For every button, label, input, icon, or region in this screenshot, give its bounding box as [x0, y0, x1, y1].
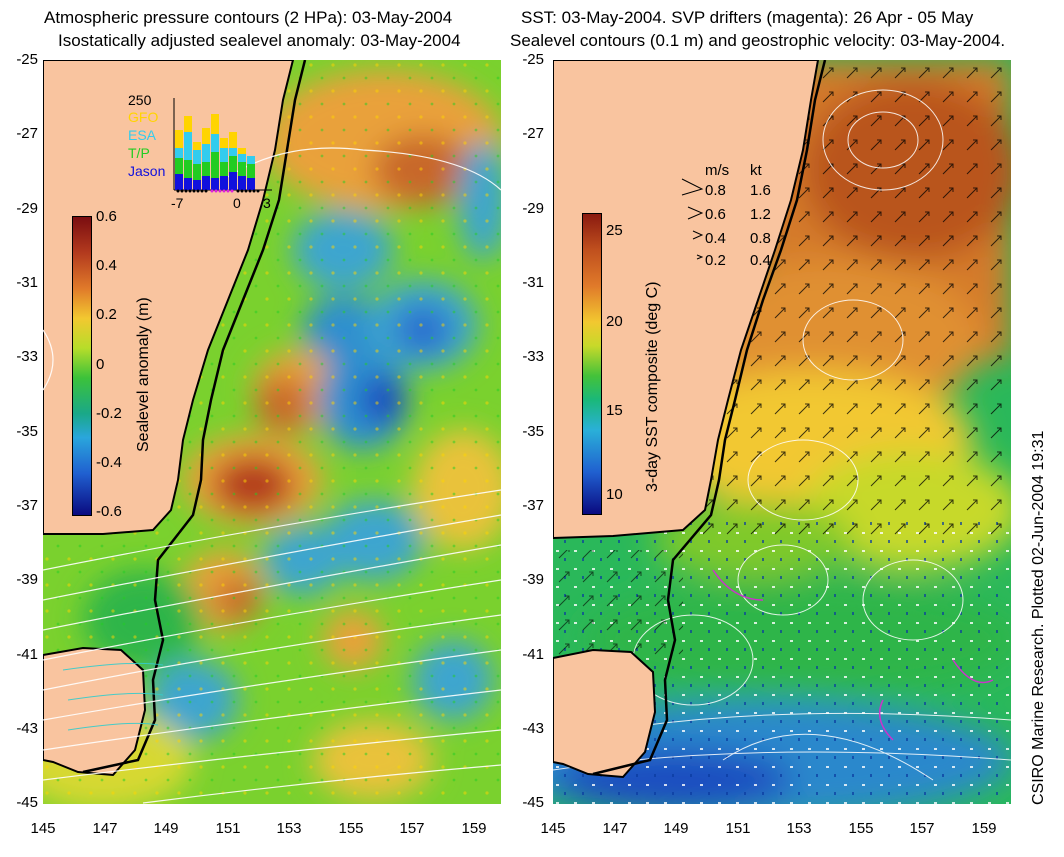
y-axis-label: -29 — [16, 200, 38, 217]
x-axis-label: 147 — [602, 820, 628, 837]
x-axis-label: 151 — [725, 820, 751, 837]
velocity-row-ms: 0.2 — [705, 252, 726, 269]
y-axis-label: -33 — [522, 348, 544, 365]
y-axis-label: -45 — [522, 794, 544, 811]
right-title-line1: SST: 03-May-2004. SVP drifters (magenta)… — [521, 8, 974, 27]
x-axis-label: 155 — [338, 820, 364, 837]
colorbar-tick: 0 — [96, 356, 105, 373]
y-axis-label: -37 — [522, 497, 544, 514]
y-axis-label: -35 — [16, 423, 38, 440]
credit-text: CSIRO Marine Research. Plotted 02-Jun-20… — [1030, 430, 1047, 805]
x-axis-label: 153 — [786, 820, 812, 837]
y-axis-label: -31 — [16, 274, 38, 291]
sst-colorbar — [582, 213, 602, 515]
colorbar-tick: 20 — [606, 313, 623, 330]
x-axis-label: 153 — [276, 820, 302, 837]
colorbar-tick: -0.4 — [96, 454, 122, 471]
y-axis-label: -43 — [16, 720, 38, 737]
inset-bars — [173, 98, 272, 193]
velocity-row-ms: 0.4 — [705, 230, 726, 247]
velocity-arrows — [681, 178, 704, 260]
colorbar-tick: 0.6 — [96, 208, 117, 225]
x-axis-label: 159 — [461, 820, 487, 837]
velocity-row-ms: 0.8 — [705, 182, 726, 199]
right-title-line2: Sealevel contours (0.1 m) and geostrophi… — [510, 31, 1006, 50]
y-axis-label: -27 — [16, 125, 38, 142]
y-axis-label: -33 — [16, 348, 38, 365]
y-axis-label: -45 — [16, 794, 38, 811]
y-axis-label: -39 — [522, 571, 544, 588]
y-axis-label: -27 — [522, 125, 544, 142]
inset-xtick: -7 — [171, 195, 184, 211]
velocity-row-kt: 0.8 — [750, 230, 771, 247]
y-axis-label: -43 — [522, 720, 544, 737]
inset-ymax-label: 250 — [128, 92, 152, 108]
x-axis-label: 157 — [909, 820, 935, 837]
y-axis-label: -41 — [16, 646, 38, 663]
inset-xtick: 0 — [233, 195, 241, 211]
colorbar-tick: -0.2 — [96, 405, 122, 422]
colorbar-tick: 15 — [606, 402, 623, 419]
colorbar-tick: 10 — [606, 486, 623, 503]
x-axis-label: 149 — [663, 820, 689, 837]
x-axis-label: 149 — [153, 820, 179, 837]
sst-colorbar-label: 3-day SST composite (deg C) — [644, 281, 661, 492]
sealevel-colorbar-label: Sealevel anomaly (m) — [135, 297, 152, 452]
x-axis-label: 145 — [30, 820, 56, 837]
y-axis-label: -37 — [16, 497, 38, 514]
velocity-header-ms: m/s — [705, 162, 730, 179]
y-axis-label: -31 — [522, 274, 544, 291]
x-axis-label: 157 — [399, 820, 425, 837]
velocity-row-kt: 1.6 — [750, 182, 771, 199]
x-axis-label: 155 — [848, 820, 874, 837]
colorbar-tick: -0.6 — [96, 503, 122, 520]
velocity-row-ms: 0.6 — [705, 206, 726, 223]
y-axis-label: -25 — [16, 51, 38, 68]
velocity-header-kt: kt — [750, 162, 762, 179]
colorbar-tick: 0.4 — [96, 257, 117, 274]
inset-legend-tp: T/P — [128, 145, 150, 161]
x-axis-label: 159 — [971, 820, 997, 837]
y-axis-label: -35 — [522, 423, 544, 440]
velocity-legend: m/s kt 0.8 1.6 0.6 1.2 0.4 0.8 0.2 0.4 — [680, 162, 790, 272]
y-axis-label: -29 — [522, 200, 544, 217]
satellite-inset: 250 GFO ESA T/P Jason -7 0 3 — [118, 92, 278, 217]
colorbar-tick: 25 — [606, 222, 623, 239]
velocity-row-kt: 0.4 — [750, 252, 771, 269]
y-axis-label: -39 — [16, 571, 38, 588]
y-axis-label: -41 — [522, 646, 544, 663]
inset-xtick: 3 — [263, 195, 271, 211]
velocity-row-kt: 1.2 — [750, 206, 771, 223]
x-axis-label: 147 — [92, 820, 118, 837]
inset-legend-gfo: GFO — [128, 109, 159, 125]
inset-legend-jason: Jason — [128, 163, 166, 179]
sealevel-colorbar — [72, 216, 92, 516]
left-title-line1: Atmospheric pressure contours (2 HPa): 0… — [44, 8, 453, 27]
y-axis-label: -25 — [522, 51, 544, 68]
x-axis-label: 145 — [540, 820, 566, 837]
inset-legend-esa: ESA — [128, 127, 157, 143]
left-title-line2: Isostatically adjusted sealevel anomaly:… — [58, 31, 461, 50]
colorbar-tick: 0.2 — [96, 306, 117, 323]
x-axis-label: 151 — [215, 820, 241, 837]
sst-map — [553, 60, 1011, 804]
